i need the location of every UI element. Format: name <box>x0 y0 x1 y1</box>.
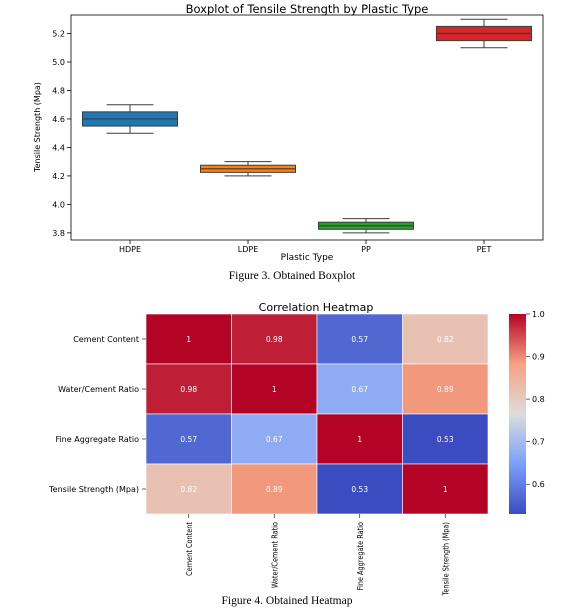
heatmap-cells: 1 0.98 0.57 0.82 0.98 1 0.67 0.89 0.57 0.67 1 0.53 0… <box>145 313 489 515</box>
colorbar-tick-label: 0.8 <box>532 395 545 404</box>
heatmap-column-label: Cement Content <box>184 522 194 576</box>
x-tick-label: HDPE <box>119 245 141 254</box>
heatmap-cell-value: 0.67 <box>351 385 368 394</box>
heatmap-row-labels: Cement Content Water/Cement Ratio Fine Agg… <box>48 335 146 494</box>
heatmap-cell-value: 1 <box>272 385 277 394</box>
heatmap-column-label: Water/Cement Ratio <box>270 522 280 589</box>
boxplot-axes-frame <box>70 14 544 241</box>
heatmap-cell <box>402 463 489 515</box>
boxplot-title: Boxplot of Tensile Strength by Plastic T… <box>186 2 429 16</box>
heatmap-cell <box>402 313 489 365</box>
heatmap-cell <box>231 363 318 415</box>
heatmap-cell-value: 0.82 <box>437 335 454 344</box>
boxplot-x-axis-label: Plastic Type <box>281 253 334 263</box>
y-tick-label: 5.2 <box>52 30 65 39</box>
y-tick-label: 3.8 <box>52 229 65 238</box>
heatmap-cell-value: 0.57 <box>351 335 368 344</box>
heatmap-row-label: Water/Cement Ratio <box>58 385 139 394</box>
colorbar-tick-label: 0.9 <box>532 353 545 362</box>
heatmap-cell-value: 0.82 <box>180 485 197 494</box>
boxplot-x-ticks: HDPE LDPE PP PET <box>119 240 492 254</box>
figure-4-caption: Figure 4. Obtained Heatmap <box>222 595 353 607</box>
heatmap-cell <box>231 463 318 515</box>
heatmap-cell-value: 0.89 <box>266 485 283 494</box>
colorbar-tick-label: 1.0 <box>532 310 545 319</box>
colorbar-tick-label: 0.7 <box>532 438 545 447</box>
y-tick-label: 4.2 <box>52 172 65 181</box>
heatmap-column-label: Tensile Strength (Mpa) <box>441 522 451 597</box>
boxplot-boxes <box>82 18 532 234</box>
heatmap-row-label: Fine Aggregate Ratio <box>55 435 139 444</box>
heatmap-cell-value: 1 <box>357 435 362 444</box>
x-tick-label: PET <box>477 245 492 254</box>
y-tick-label: 5.0 <box>52 58 65 67</box>
heatmap-title: Correlation Heatmap <box>259 301 374 314</box>
heatmap-cell <box>316 413 403 465</box>
x-tick-label: PP <box>361 245 371 254</box>
heatmap-chart: Correlation Heatmap 1 0.98 0.57 0.82 0.98 1 0.… <box>48 301 545 596</box>
y-tick-label: 4.4 <box>52 143 65 152</box>
boxplot-y-axis-label: Tensile Strength (Mpa) <box>33 82 42 173</box>
heatmap-cell-value: 0.98 <box>266 335 283 344</box>
heatmap-row-label: Cement Content <box>73 335 139 344</box>
heatmap-row-label: Tensile Strength (Mpa) <box>48 485 139 494</box>
heatmap-cell-value: 0.98 <box>180 385 197 394</box>
heatmap-cell <box>316 313 403 365</box>
heatmap-cell <box>402 363 489 415</box>
y-tick-label: 4.6 <box>52 115 65 124</box>
x-tick-label: LDPE <box>238 245 259 254</box>
boxplot-chart: Boxplot of Tensile Strength by Plastic T… <box>33 2 544 263</box>
colorbar-tick-label: 0.6 <box>532 480 545 489</box>
box-pet <box>436 18 532 49</box>
heatmap-cell-value: 0.57 <box>180 435 197 444</box>
heatmap-cell <box>402 413 489 465</box>
box-ldpe <box>200 161 296 177</box>
heatmap-cell <box>145 413 232 465</box>
figure-3-caption: Figure 3. Obtained Boxplot <box>229 270 356 282</box>
box-hdpe <box>82 104 178 134</box>
heatmap-cell <box>231 313 318 365</box>
heatmap-cell-value: 0.53 <box>437 435 454 444</box>
heatmap-cell <box>145 363 232 415</box>
colorbar-ticks: 0.6 0.7 0.8 0.9 1.0 <box>526 310 545 489</box>
boxplot-y-ticks: 3.8 4.0 4.2 4.4 4.6 4.8 5.0 5.2 <box>52 30 71 238</box>
heatmap-cell <box>145 463 232 515</box>
box-pp <box>318 218 414 234</box>
y-tick-label: 4.8 <box>52 86 65 95</box>
y-tick-label: 4.0 <box>52 200 65 209</box>
heatmap-cell <box>316 463 403 515</box>
heatmap-cell <box>231 413 318 465</box>
heatmap-cell-value: 0.67 <box>266 435 283 444</box>
heatmap-cell-value: 0.53 <box>351 485 368 494</box>
heatmap-column-label: Fine Aggregate Ratio <box>355 522 365 591</box>
heatmap-cell-value: 0.89 <box>437 385 454 394</box>
heatmap-cell-value: 1 <box>186 335 191 344</box>
heatmap-column-labels: Cement Content Water/Cement Ratio Fine Agg… <box>184 514 450 596</box>
heatmap-cell <box>316 363 403 415</box>
heatmap-cell-value: 1 <box>443 485 448 494</box>
heatmap-colorbar <box>509 314 526 514</box>
